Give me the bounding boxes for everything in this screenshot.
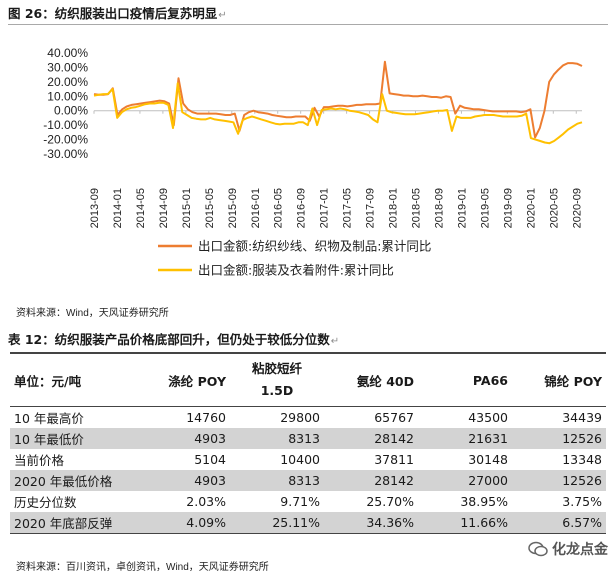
series-line-textile	[93, 60, 583, 139]
table-cell: 8313	[230, 470, 324, 491]
table-cell: 4903	[136, 470, 230, 491]
y-tick-label: 40.00%	[47, 46, 88, 60]
x-tick-label: 2017-01	[319, 188, 331, 228]
y-tick-label: 20.00%	[47, 75, 88, 89]
table-cell: 8313	[230, 428, 324, 449]
table-cell: 21631	[418, 428, 512, 449]
table-source: 资料来源：百川资讯，卓创资讯，Wind，天风证券研究所	[16, 562, 269, 573]
col-header-polyester-poy: 涤纶 POY	[136, 352, 230, 407]
x-tick-label: 2019-05	[479, 188, 491, 228]
table-cell: 65767	[374, 410, 414, 425]
x-tick-label: 2020-09	[571, 188, 583, 228]
table-cell: 25.11%	[230, 512, 324, 534]
y-tick-label: 10.00%	[47, 89, 88, 103]
x-tick-label: 2016-09	[296, 188, 308, 228]
figure-title: 图 26：纺织服装出口疫情后复苏明显↵	[8, 4, 608, 25]
row-label: 当前价格	[14, 453, 65, 468]
table-cell: 5104	[194, 452, 226, 467]
price-table: 单位：元/吨 涤纶 POY 粘胶短纤 1.5D 氨纶 40D PA66 锦纶 P…	[10, 352, 606, 534]
table-header-row: 单位：元/吨 涤纶 POY 粘胶短纤 1.5D 氨纶 40D PA66 锦纶 P…	[10, 352, 606, 407]
table-row: 10 年最低价 4903 8313 28142 21631 12526	[10, 428, 606, 449]
col-header-pa66: PA66	[418, 352, 512, 407]
x-tick-label: 2015-01	[181, 188, 193, 228]
table-cell: 38.95%	[460, 494, 508, 509]
x-tick-label: 2018-05	[411, 188, 423, 228]
x-tick-label: 2016-01	[250, 188, 262, 228]
legend-label: 出口金额:纺织纱线、织物及制品:累计同比	[198, 239, 431, 254]
col-header-nylon-poy: 锦纶 POY	[512, 352, 606, 407]
watermark: 化龙点金	[528, 539, 608, 559]
wechat-icon	[528, 541, 548, 557]
table-cell: 12526	[512, 470, 606, 491]
table-cell: 9.71%	[280, 494, 320, 509]
x-tick-label: 2018-01	[388, 188, 400, 228]
row-label: 2020 年底部反弹	[10, 512, 136, 534]
x-tick-label: 2020-01	[525, 188, 537, 228]
table-cell: 4903	[136, 428, 230, 449]
table-cell: 27000	[418, 470, 512, 491]
x-tick-label: 2019-01	[456, 188, 468, 228]
col-header-unit: 单位：元/吨	[10, 352, 136, 407]
y-tick-label: -10.00%	[43, 118, 88, 132]
table-cell: 34.36%	[324, 512, 418, 534]
x-tick-label: 2015-05	[204, 188, 216, 228]
col-header-spandex: 氨纶 40D	[324, 352, 418, 407]
series-line-apparel	[93, 82, 583, 145]
table-cell: 14760	[186, 410, 226, 425]
table-cell: 37811	[374, 452, 414, 467]
x-tick-label: 2014-01	[112, 188, 124, 228]
table-cell: 12526	[512, 428, 606, 449]
row-label: 2020 年最低价格	[10, 470, 136, 491]
table-cell: 28142	[324, 428, 418, 449]
table-row: 当前价格 5104 10400 37811 30148 13348	[10, 449, 606, 470]
table-cell: 30148	[468, 452, 508, 467]
x-tick-label: 2017-09	[365, 188, 377, 228]
x-tick-label: 2017-05	[342, 188, 354, 228]
y-tick-label: 30.00%	[47, 60, 88, 74]
x-tick-label: 2014-05	[135, 188, 147, 228]
table-title: 表 12：纺织服装产品价格底部回升，但仍处于较低分位数↵	[8, 332, 340, 347]
table-cell: 3.75%	[562, 494, 602, 509]
x-tick-label: 2016-05	[273, 188, 285, 228]
table-row: 2020 年最低价格 4903 8313 28142 27000 12526	[10, 470, 606, 491]
table-cell: 10400	[280, 452, 320, 467]
table-cell: 29800	[280, 410, 320, 425]
table-cell: 28142	[324, 470, 418, 491]
table-row: 2020 年底部反弹 4.09% 25.11% 34.36% 11.66% 6.…	[10, 512, 606, 534]
x-tick-label: 2020-05	[548, 188, 560, 228]
row-label: 10 年最低价	[10, 428, 136, 449]
x-axis: 2013-09 2014-01 2014-05 2014-09 2015-01 2015-…	[89, 110, 583, 228]
x-tick-label: 2018-09	[433, 188, 445, 228]
chart-lines	[93, 60, 583, 145]
y-axis: 40.00%30.00%20.00%10.00%0.00%-10.00%-20.…	[43, 46, 88, 161]
figure-source: 资料来源：Wind，天风证券研究所	[16, 308, 169, 319]
col-header-viscose: 粘胶短纤 1.5D	[230, 352, 324, 407]
x-tick-label: 2014-09	[158, 188, 170, 228]
table-cell: 2.03%	[186, 494, 226, 509]
table-cell: 4.09%	[136, 512, 230, 534]
y-tick-label: -20.00%	[43, 133, 88, 147]
y-tick-label: 0.00%	[54, 104, 88, 118]
x-tick-label: 2013-09	[89, 188, 101, 228]
y-tick-label: -30.00%	[43, 147, 88, 161]
table-cell: 34439	[562, 410, 602, 425]
legend-label: 出口金额:服装及衣着附件:累计同比	[198, 263, 394, 278]
table-row: 历史分位数 2.03% 9.71% 25.70% 38.95% 3.75%	[10, 491, 606, 512]
row-label: 10 年最高价	[14, 411, 84, 426]
x-tick-label: 2015-09	[227, 188, 239, 228]
table-row: 10 年最高价 14760 29800 65767 43500 34439	[10, 407, 606, 429]
row-label: 历史分位数	[14, 495, 77, 510]
table-cell: 25.70%	[366, 494, 414, 509]
table-cell: 13348	[562, 452, 602, 467]
line-chart: 40.00%30.00%20.00%10.00%0.00%-10.00%-20.…	[43, 46, 583, 278]
table-cell: 11.66%	[418, 512, 512, 534]
table-cell: 6.57%	[512, 512, 606, 534]
x-tick-label: 2019-09	[502, 188, 514, 228]
table-cell: 43500	[468, 410, 508, 425]
